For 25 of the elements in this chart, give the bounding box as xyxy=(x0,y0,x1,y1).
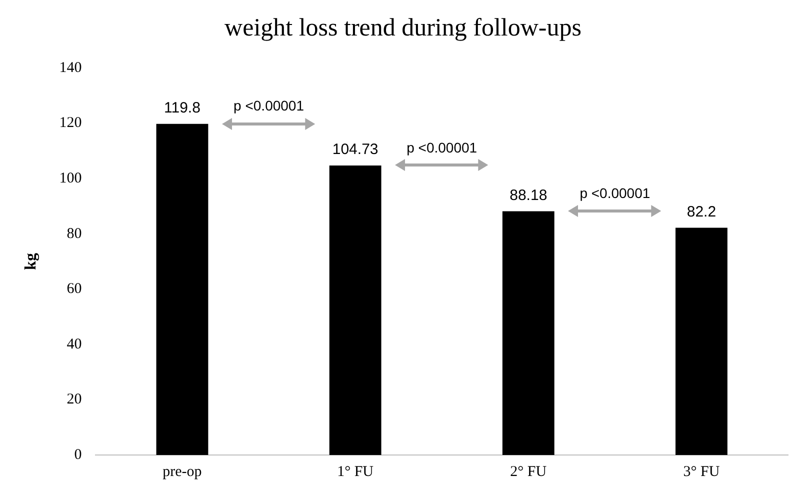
x-tick-label: 3° FU xyxy=(683,464,720,480)
bar xyxy=(329,165,382,455)
y-tick-label: 140 xyxy=(59,60,82,76)
y-tick-label: 100 xyxy=(59,170,82,187)
data-label: 82.2 xyxy=(686,203,716,220)
x-tick-label: 2° FU xyxy=(510,464,547,480)
annotation: p <0.00001 xyxy=(234,98,304,114)
x-tick-label: 1° FU xyxy=(337,464,374,480)
bar xyxy=(676,228,728,455)
bar xyxy=(502,211,554,455)
chart-title: weight loss trend during follow-ups xyxy=(224,14,582,42)
bar xyxy=(156,124,208,455)
y-tick-label: 0 xyxy=(74,446,82,463)
y-tick-label: 120 xyxy=(59,115,82,132)
y-tick-label: 20 xyxy=(66,392,82,408)
data-label: 104.73 xyxy=(332,141,378,158)
y-axis-title: kg xyxy=(22,253,40,270)
y-tick-label: 80 xyxy=(66,226,82,242)
annotation: p <0.00001 xyxy=(406,139,478,156)
y-tick-label: 60 xyxy=(66,281,82,298)
annotation: p <0.00001 xyxy=(580,185,650,202)
data-label: 88.18 xyxy=(510,186,548,204)
data-label: 119.8 xyxy=(164,99,200,116)
x-tick-label: pre-op xyxy=(162,464,202,480)
y-tick-label: 40 xyxy=(66,336,82,352)
